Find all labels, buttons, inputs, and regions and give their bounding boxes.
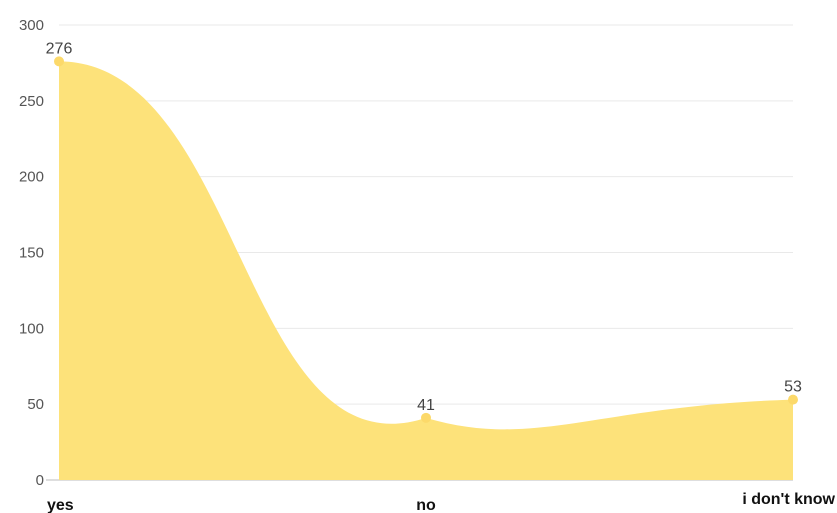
y-tick-label: 250	[19, 93, 44, 110]
y-tick-label: 100	[19, 320, 44, 337]
data-point-yes	[54, 56, 64, 67]
series-area	[59, 61, 793, 481]
data-label: 41	[417, 397, 435, 414]
data-label: 53	[784, 379, 802, 396]
y-tick-label: 0	[36, 472, 44, 489]
data-label: 276	[46, 40, 73, 57]
x-category-label: no	[416, 497, 436, 513]
y-axis: 0 50 100 150 200 250 300	[19, 17, 44, 489]
y-tick-label: 150	[19, 245, 44, 262]
data-labels: 276 41 53	[46, 40, 802, 413]
data-point-i-don-t-know	[788, 394, 798, 405]
data-point-no	[421, 412, 431, 423]
area-fill	[59, 61, 793, 481]
x-category-label: i don't know	[742, 491, 835, 508]
x-axis: yes no i don't know	[47, 491, 836, 513]
y-tick-label: 200	[19, 169, 44, 186]
y-tick-label: 50	[27, 396, 44, 413]
x-category-label: yes	[47, 497, 74, 513]
data-points	[54, 56, 798, 423]
y-tick-label: 300	[19, 17, 44, 34]
